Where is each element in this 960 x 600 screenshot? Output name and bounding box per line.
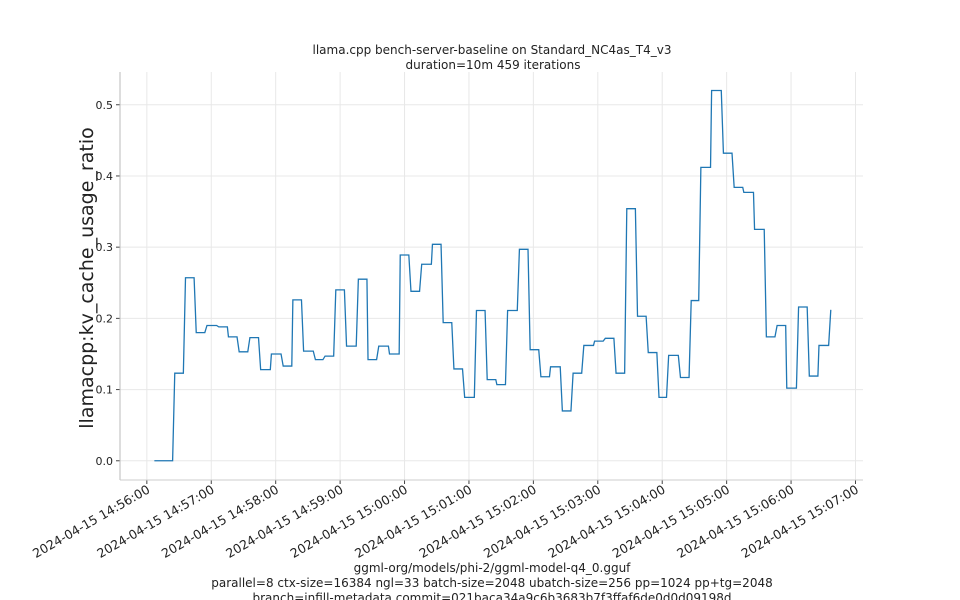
data-line xyxy=(154,89,832,462)
x-tick-label: 2024-04-15 14:58:00 xyxy=(159,482,282,561)
y-tick-label: 0.4 xyxy=(96,170,114,183)
x-tick-label: 2024-04-15 14:59:00 xyxy=(223,482,346,561)
x-tick-label: 2024-04-15 15:03:00 xyxy=(481,482,604,561)
x-tick-label: 2024-04-15 14:56:00 xyxy=(30,482,153,561)
y-tick-label: 0.5 xyxy=(96,99,114,112)
y-tick-label: 0.3 xyxy=(96,241,114,254)
x-tick-label: 2024-04-15 15:07:00 xyxy=(739,482,862,561)
x-axis-label: ggml-org/models/phi-2/ggml-model-q4_0.gg… xyxy=(354,561,632,575)
x-axis-label: parallel=8 ctx-size=16384 ngl=33 batch-s… xyxy=(211,576,772,590)
y-tick-label: 0.2 xyxy=(96,312,114,325)
y-tick-label: 0.1 xyxy=(96,384,114,397)
x-tick-label: 2024-04-15 15:00:00 xyxy=(288,482,411,561)
y-tick-label: 0.0 xyxy=(96,455,114,468)
x-tick-label: 2024-04-15 14:57:00 xyxy=(94,482,217,561)
chart-subtitle: duration=10m 459 iterations xyxy=(406,58,581,72)
x-axis-label: branch=infill-metadata commit=021baca34a… xyxy=(252,591,731,600)
x-tick-label: 2024-04-15 15:05:00 xyxy=(610,482,733,561)
chart-title: llama.cpp bench-server-baseline on Stand… xyxy=(313,43,672,57)
x-tick-label: 2024-04-15 15:06:00 xyxy=(674,482,797,561)
x-tick-label: 2024-04-15 15:01:00 xyxy=(352,482,475,561)
x-tick-label: 2024-04-15 15:04:00 xyxy=(545,482,668,561)
y-axis-label: llamacpp:kv_cache_usage_ratio xyxy=(76,127,98,428)
x-tick-label: 2024-04-15 15:02:00 xyxy=(416,482,539,561)
